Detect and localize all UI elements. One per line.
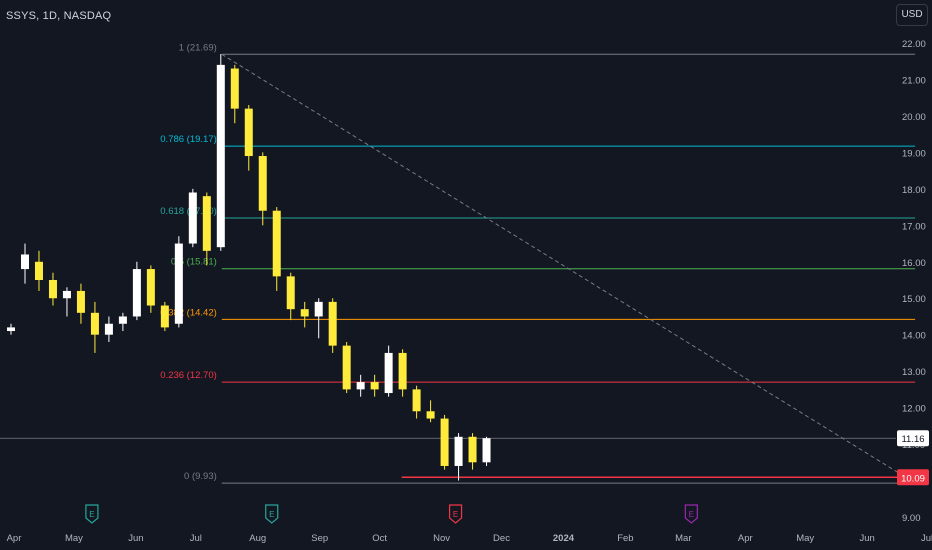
fib-level-label: 0.618 (17.20) [160,206,217,217]
x-tick-label: Jun [128,533,143,544]
x-tick-label: Dec [493,533,510,544]
current-price-tag-label: 11.16 [901,434,924,445]
y-tick-label: 16.00 [902,258,926,269]
x-tick-label: Jul [921,533,932,544]
earnings-icon-label: E [89,510,94,519]
x-tick-label: Aug [249,533,266,544]
candle-body [314,301,323,317]
candle-body [440,418,449,466]
y-tick-label: 22.00 [902,39,926,50]
candle-body [482,438,491,463]
candle-body [244,108,253,157]
y-tick-label: 14.00 [902,331,926,342]
candle-body [188,192,197,244]
currency-button[interactable]: USD [896,4,928,26]
support-price-tag [897,469,929,486]
earnings-icon [85,504,99,524]
fib-level-label: 0 (9.93) [184,471,217,482]
candle-body [398,352,407,390]
x-tick-label: Nov [433,533,450,544]
fib-level-label: 0.5 (15.81) [171,257,217,268]
candle-body [20,254,29,270]
x-tick-label: Oct [372,533,387,544]
support-price-tag-label: 10.09 [901,473,925,484]
y-tick-label: 15.00 [902,294,926,305]
x-tick-label: Apr [7,533,22,544]
candle-body [118,316,127,324]
candle-body [230,68,239,109]
x-tick-label: Mar [675,533,691,544]
candle-body [384,352,393,394]
candle-body [146,269,155,306]
trend-line-dashed[interactable] [221,53,916,484]
candle-body [356,382,365,390]
price-labels: 11.16 10.09 [897,430,929,486]
x-tick-label: Jun [859,533,874,544]
candle-body [258,156,267,211]
y-tick-label: 18.00 [902,185,926,196]
candle-body [104,323,113,335]
fib-level-label: 0.382 (14.42) [160,307,217,318]
fib-level-label: 0.786 (19.17) [160,134,217,145]
time-axis[interactable]: Apr May Jun Jul Aug Sep Oct Nov Dec 2024 Feb Mar Apr… [7,533,932,544]
x-tick-label: 2024 [553,533,575,544]
candle-body [426,411,435,419]
price-axis[interactable]: 22.00 21.00 20.00 19.00 18.00 17.00 16.00 15.00… [902,39,926,524]
current-price-tag [897,430,929,447]
y-tick-label: 13.00 [902,367,926,378]
candle-body [174,243,183,324]
candle-body [90,312,99,335]
candle-body [132,269,141,317]
candle-body [272,210,281,277]
x-tick-label: Sep [311,533,328,544]
earnings-icon [265,504,279,524]
candle-body [62,290,71,299]
candles [7,53,491,481]
symbol-header: SSYS, 1D, NASDAQ [6,10,112,22]
x-tick-label: May [796,533,814,544]
x-tick-label: Feb [617,533,633,544]
earnings-icon [448,504,463,524]
y-tick-label: 21.00 [902,75,926,86]
candle-body [160,305,169,328]
earnings-icon [684,504,698,524]
candle-body [342,345,351,390]
earnings-icon-label: E [689,510,694,519]
candle-body [34,261,43,280]
candle-body [468,436,477,463]
y-tick-label: 19.00 [902,148,926,159]
candle-body [202,196,211,251]
candle-body [286,276,295,310]
x-tick-label: May [65,533,83,544]
fib-level-label: 1 (21.69) [179,42,217,53]
y-tick-label: 9.00 [902,513,921,524]
candle-body [370,382,379,390]
candle-body [328,301,337,346]
candle-body [300,309,309,317]
y-tick-label: 17.00 [902,221,926,232]
earnings-icon-label: E [269,510,274,519]
candle-body [216,64,225,248]
y-tick-label: 12.00 [902,404,926,415]
candle-body [454,436,463,466]
fib-level-label: 0.236 (12.70) [160,370,217,381]
candle-body [48,280,57,299]
candle-body [7,327,16,332]
x-tick-label: Jul [190,533,202,544]
candle-body [412,389,421,412]
x-tick-label: Apr [738,533,753,544]
candle-body [76,290,85,313]
y-tick-label: 20.00 [902,112,926,123]
earnings-icon-label: E [453,510,458,519]
